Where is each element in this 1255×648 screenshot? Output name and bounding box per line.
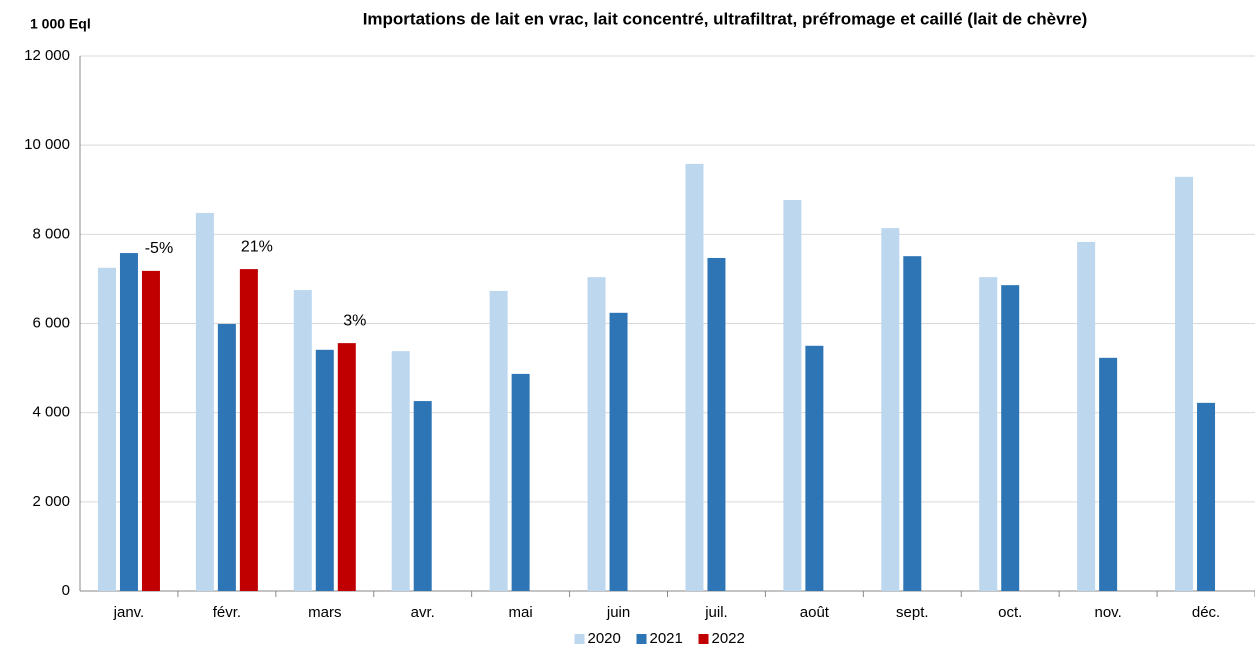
- y-tick-label: 6 000: [32, 314, 70, 331]
- bar: [413, 401, 432, 591]
- legend-label: 2020: [588, 630, 621, 647]
- y-tick-label: 12 000: [24, 47, 70, 64]
- y-tick-label: 0: [62, 582, 70, 599]
- x-tick-label: nov.: [1095, 604, 1122, 621]
- bar: [337, 343, 356, 591]
- bar: [881, 228, 900, 591]
- bar: [685, 163, 704, 591]
- x-tick-label: mars: [308, 604, 341, 621]
- x-tick-label: juin: [606, 604, 630, 621]
- bar: [783, 200, 802, 592]
- bar: [1197, 402, 1216, 591]
- y-axis-label: 1 000 Eql: [30, 16, 91, 32]
- annotation: -5%: [145, 240, 173, 257]
- bar: [609, 312, 628, 591]
- y-tick-label: 10 000: [24, 136, 70, 153]
- annotation: 21%: [241, 238, 273, 255]
- chart-title: Importations de lait en vrac, lait conce…: [363, 9, 1088, 28]
- x-tick-label: déc.: [1192, 604, 1220, 621]
- bar: [707, 257, 726, 591]
- bar: [293, 290, 312, 591]
- bar: [119, 253, 138, 591]
- bar: [587, 277, 606, 591]
- annotation: 3%: [343, 312, 366, 329]
- legend-swatch: [574, 634, 585, 644]
- bar: [1001, 285, 1020, 591]
- bar: [489, 290, 508, 591]
- bar: [1077, 241, 1096, 591]
- bar: [1175, 176, 1194, 591]
- y-tick-label: 2 000: [32, 493, 70, 510]
- x-tick-label: août: [800, 604, 830, 621]
- bar: [805, 345, 824, 591]
- y-tick-label: 8 000: [32, 225, 70, 242]
- legend-label: 2021: [650, 630, 683, 647]
- legend-label: 2022: [712, 630, 745, 647]
- legend-swatch: [698, 634, 709, 644]
- bar: [217, 323, 236, 591]
- bar: [511, 373, 530, 591]
- bar: [97, 267, 116, 591]
- bar: [903, 256, 922, 591]
- x-tick-label: oct.: [998, 604, 1022, 621]
- bar: [141, 270, 160, 591]
- bar: [315, 349, 334, 591]
- bar: [979, 277, 998, 591]
- x-tick-label: mai: [509, 604, 533, 621]
- x-tick-label: avr.: [411, 604, 435, 621]
- x-tick-label: janv.: [113, 604, 145, 621]
- bar: [391, 351, 410, 591]
- x-tick-label: juil.: [704, 604, 728, 621]
- bar: [1099, 357, 1118, 591]
- bar: [195, 212, 214, 591]
- x-tick-label: sept.: [896, 604, 929, 621]
- legend-swatch: [636, 634, 647, 644]
- y-tick-label: 4 000: [32, 404, 70, 421]
- x-tick-label: févr.: [213, 604, 241, 621]
- bar: [239, 269, 258, 591]
